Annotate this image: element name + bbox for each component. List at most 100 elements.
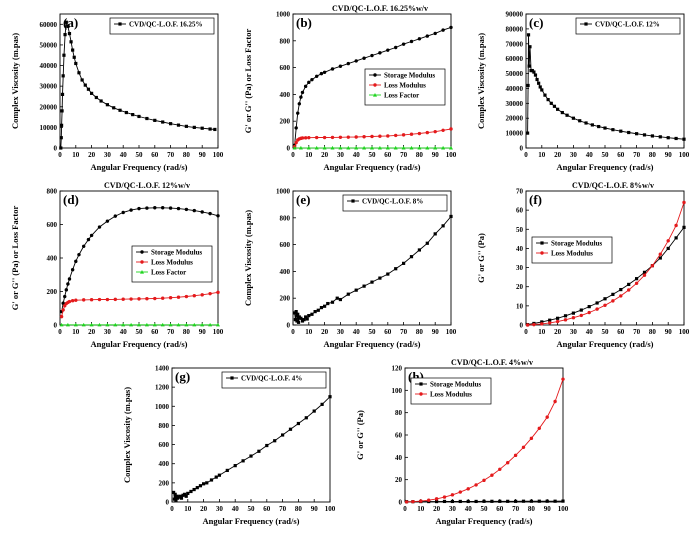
y-tick-label: 800 xyxy=(280,37,291,45)
data-point xyxy=(441,224,445,228)
data-point xyxy=(312,409,316,413)
x-tick-label: 40 xyxy=(353,328,361,336)
data-point xyxy=(401,133,406,137)
data-point xyxy=(273,439,277,443)
legend-marker xyxy=(140,250,144,254)
x-tick-label: 10 xyxy=(72,151,80,159)
data-point xyxy=(441,145,446,150)
y-tick-label: 200 xyxy=(159,479,170,487)
data-point xyxy=(294,126,298,130)
data-point xyxy=(458,499,462,504)
x-tick-label: 60 xyxy=(151,151,159,159)
data-point xyxy=(322,135,327,140)
legend: Storage Modulus Loss Modulus Loss Factor xyxy=(364,68,446,106)
data-point xyxy=(208,211,212,216)
data-point xyxy=(526,33,531,37)
x-tick-label: 80 xyxy=(649,328,657,336)
data-point xyxy=(441,128,445,133)
data-point xyxy=(198,484,203,488)
x-tick-label: 60 xyxy=(263,505,271,513)
data-point xyxy=(296,312,300,316)
data-point xyxy=(449,214,453,219)
legend-box xyxy=(221,371,327,389)
chart-title: CVD/QC-L.O.F. 8%w/v xyxy=(572,181,654,190)
data-point xyxy=(192,125,196,129)
data-point xyxy=(533,73,538,77)
data-point xyxy=(425,130,429,135)
data-point xyxy=(513,453,518,458)
data-point xyxy=(425,145,430,150)
x-axis-label: Angular Frequency (rad/s) xyxy=(91,162,188,172)
data-point xyxy=(121,210,125,215)
y-tick-label: 1000 xyxy=(276,188,291,196)
data-point xyxy=(152,322,157,327)
y-tick-label: 0 xyxy=(520,322,524,330)
data-point xyxy=(417,37,422,41)
data-point xyxy=(124,110,128,115)
data-point xyxy=(200,322,205,327)
x-tick-label: 30 xyxy=(104,328,112,336)
x-tick-label: 100 xyxy=(213,151,224,159)
data-point xyxy=(532,322,536,327)
data-point xyxy=(584,121,588,125)
data-point xyxy=(540,322,544,326)
x-tick-label: 20 xyxy=(433,505,441,513)
data-point xyxy=(168,206,173,210)
data-point xyxy=(161,206,165,210)
x-tick-label: 0 xyxy=(524,328,528,336)
data-point xyxy=(303,84,308,89)
legend-marker xyxy=(540,251,544,255)
chart-panel-d: 0 10 20 30 40 50 60 70 80 90 100 0 200 400 600 800 Angul… xyxy=(0,177,233,354)
data-point xyxy=(555,319,560,324)
data-point xyxy=(556,107,560,111)
data-point xyxy=(435,499,439,504)
data-point xyxy=(401,42,406,46)
x-tick-label: 70 xyxy=(633,328,641,336)
panel-label: (g) xyxy=(175,369,190,384)
data-point xyxy=(634,281,639,285)
data-point xyxy=(417,131,422,136)
data-point xyxy=(241,459,245,463)
data-point xyxy=(682,200,686,205)
data-point xyxy=(192,208,196,213)
data-point xyxy=(316,308,320,312)
data-point xyxy=(674,223,678,228)
legend-marker xyxy=(373,73,377,77)
data-point xyxy=(535,77,539,82)
x-axis-label: Angular Frequency (rad/s) xyxy=(324,162,421,172)
data-point xyxy=(474,499,478,504)
x-tick-label: 0 xyxy=(403,505,407,513)
data-point xyxy=(587,305,591,309)
y-axis-label: G' or G'' (Pa) or Loss Factor xyxy=(10,206,20,311)
data-point xyxy=(90,91,94,95)
data-point xyxy=(378,134,382,138)
data-point xyxy=(83,83,87,87)
data-point xyxy=(97,297,102,302)
data-point xyxy=(402,261,406,265)
series-cvd-qc-l-o-f-8- xyxy=(292,214,453,324)
data-point xyxy=(401,145,406,150)
y-tick-label: 20000 xyxy=(506,115,524,123)
data-point xyxy=(442,495,447,499)
series-loss-modulus xyxy=(59,290,220,319)
legend-marker xyxy=(351,199,355,203)
data-point xyxy=(540,88,544,92)
chart-panel-g: 0 10 20 30 40 50 60 70 80 90 100 0 200 400 600 800 1000 1… xyxy=(112,354,345,531)
data-point xyxy=(67,299,72,304)
data-point xyxy=(299,316,303,320)
data-point xyxy=(310,312,314,316)
data-point xyxy=(537,81,541,85)
legend-marker xyxy=(419,392,423,396)
data-point xyxy=(306,145,311,150)
chart-svg-d: 0 10 20 30 40 50 60 70 80 90 100 0 200 400 600 800 Angul… xyxy=(10,181,224,349)
data-point xyxy=(642,270,647,274)
data-point xyxy=(189,489,193,494)
legend: CVD/QC-L.O.F. 16.25% xyxy=(109,17,215,35)
data-point xyxy=(169,122,173,126)
data-point xyxy=(60,92,65,96)
data-point xyxy=(322,145,327,150)
data-point xyxy=(303,136,308,140)
data-point xyxy=(386,272,390,276)
data-point xyxy=(307,135,311,140)
data-point xyxy=(299,95,303,99)
